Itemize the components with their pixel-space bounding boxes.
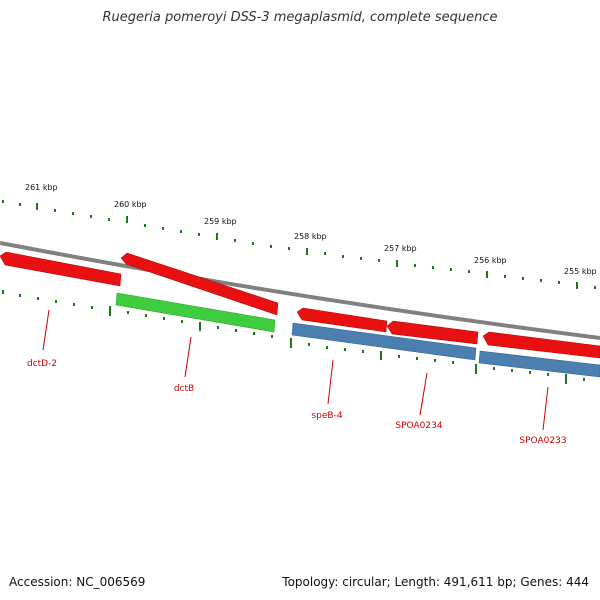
outer-ticks	[2, 200, 596, 289]
accession-text: Accession: NC_006569	[9, 575, 146, 589]
label-leader-dctD-2	[42, 309, 50, 351]
gene-label-dctB[interactable]: dctB	[174, 384, 194, 394]
inner-ticks	[2, 290, 585, 384]
gene-arrow-forward-blue-1[interactable]	[291, 322, 477, 361]
gene-arrow-dctD-2[interactable]	[0, 251, 122, 287]
ruler-label: 257 kbp	[384, 244, 417, 253]
sequence-summary: Topology: circular; Length: 491,611 bp; …	[282, 575, 589, 589]
ruler-label: 258 kbp	[294, 232, 327, 241]
gene-arrow-speB-4[interactable]	[296, 307, 388, 333]
gene-label-dctD-2[interactable]: dctD-2	[27, 359, 57, 369]
gene-arrow-SPOA0233[interactable]	[482, 331, 600, 359]
ruler-label: 260 kbp	[114, 200, 147, 209]
label-leader-SPOA0234	[419, 372, 428, 416]
label-leader-SPOA0233	[542, 386, 549, 431]
gene-label-SPOA0234[interactable]: SPOA0234	[395, 421, 442, 431]
gene-arrow-dctB[interactable]	[120, 252, 279, 316]
reverse-strand-genes	[0, 251, 600, 359]
forward-strand-genes	[115, 292, 600, 378]
sequence-backbone	[0, 241, 600, 340]
gene-arrow-forward-green[interactable]	[115, 292, 276, 333]
label-leader-speB-4	[327, 359, 334, 405]
gene-label-speB-4[interactable]: speB-4	[311, 411, 342, 421]
ruler-label: 259 kbp	[204, 217, 237, 226]
label-leader-dctB	[184, 336, 192, 378]
ruler-label: 261 kbp	[25, 183, 58, 192]
ruler-label: 255 kbp	[564, 267, 597, 276]
ruler-label: 256 kbp	[474, 256, 507, 265]
gene-label-SPOA0233[interactable]: SPOA0233	[519, 436, 566, 446]
map-title: Ruegeria pomeroyi DSS-3 megaplasmid, com…	[102, 10, 498, 25]
gene-arrow-SPOA0234[interactable]	[386, 320, 479, 345]
gene-arrow-forward-blue-2[interactable]	[478, 350, 600, 378]
